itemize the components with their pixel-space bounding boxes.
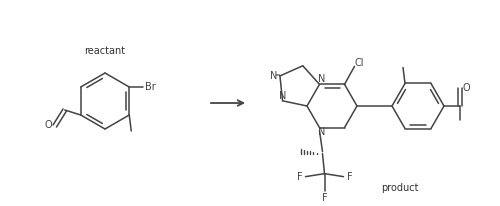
Text: O: O xyxy=(462,83,470,93)
Text: F: F xyxy=(346,172,352,182)
Text: N: N xyxy=(279,91,286,101)
Text: =: = xyxy=(274,72,280,78)
Text: O: O xyxy=(45,120,52,130)
Text: N: N xyxy=(318,74,325,84)
Text: F: F xyxy=(296,172,302,182)
Text: N: N xyxy=(270,71,278,81)
Text: Cl: Cl xyxy=(355,58,364,68)
Text: reactant: reactant xyxy=(84,46,126,56)
Text: F: F xyxy=(322,193,328,203)
Text: product: product xyxy=(382,183,419,193)
Text: N: N xyxy=(318,127,325,137)
Text: Br: Br xyxy=(145,82,156,92)
